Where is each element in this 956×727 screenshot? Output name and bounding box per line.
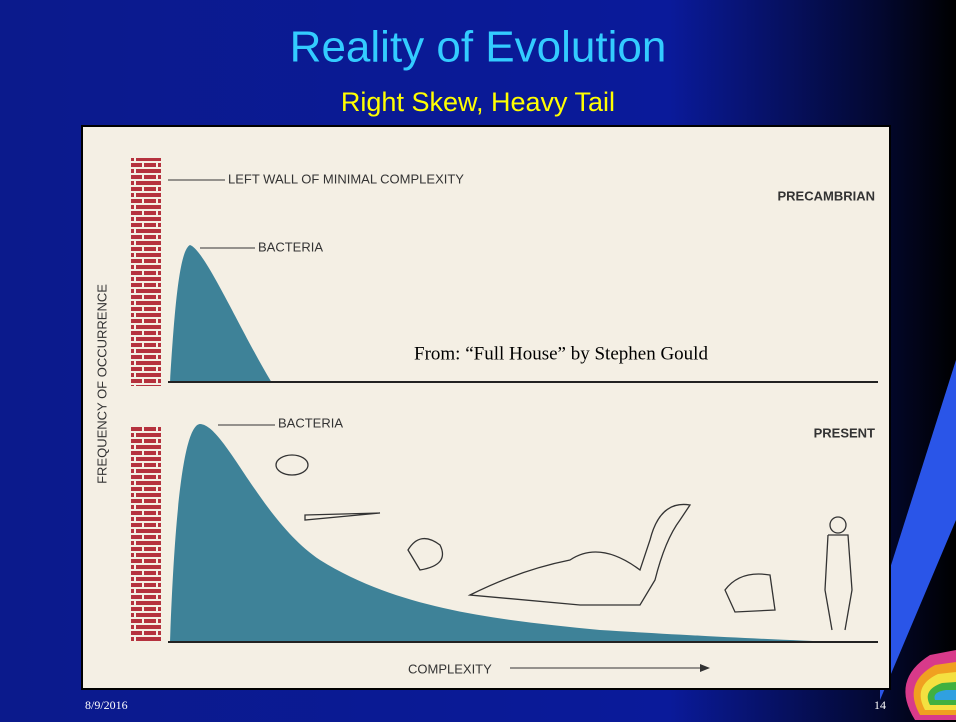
y-axis-label: FREQUENCY OF OCCURRENCE: [94, 284, 109, 484]
wall-label: LEFT WALL OF MINIMAL COMPLEXITY: [228, 171, 464, 186]
panel-label: PRECAMBRIAN: [778, 188, 876, 203]
axis-arrow-head: [700, 664, 710, 672]
organism-drawings: [275, 454, 853, 631]
peak-label: BACTERIA: [278, 415, 343, 430]
decoration: [880, 360, 956, 700]
distribution-curve: [170, 245, 272, 383]
x-axis-label: COMPLEXITY: [408, 661, 492, 676]
source-note: From: “Full House” by Stephen Gould: [414, 343, 708, 364]
peak-label: BACTERIA: [258, 239, 323, 254]
panel-label: PRESENT: [814, 425, 875, 440]
brick-wall: [131, 158, 161, 386]
footer-date: 8/9/2016: [85, 698, 128, 712]
slide-title: Reality of Evolution: [290, 23, 667, 72]
page-number: 14: [874, 698, 886, 712]
brick-wall: [131, 425, 161, 643]
slide-subtitle: Right Skew, Heavy Tail: [341, 87, 615, 117]
figure: FREQUENCY OF OCCURRENCE LEFT WALL OF MIN…: [81, 125, 891, 690]
distribution-curve: [170, 424, 840, 642]
rainbow-icon: [905, 650, 956, 720]
